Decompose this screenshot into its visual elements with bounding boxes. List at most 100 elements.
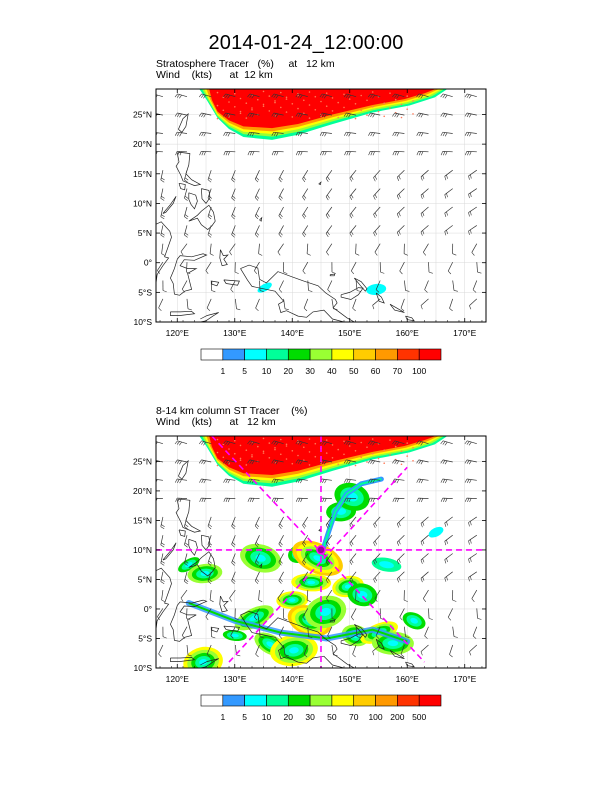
wind-barb-flag xyxy=(375,635,380,639)
wind-barb-flag xyxy=(442,113,446,118)
wind-barb-flag xyxy=(231,525,235,530)
wind-barb xyxy=(258,590,260,601)
wind-barb-flag xyxy=(372,441,376,446)
wind-barb-flag xyxy=(184,544,188,548)
wind-barb-flag xyxy=(403,253,408,256)
tracer-speckle xyxy=(371,91,374,93)
wind-barb-flag xyxy=(234,271,239,274)
wind-barb-flag xyxy=(416,497,419,502)
colorbar-swatch xyxy=(244,348,267,361)
wind-barb-flag xyxy=(324,498,327,503)
wind-barb-flag xyxy=(472,289,477,293)
tracer-speckle xyxy=(371,106,374,108)
tracer-speckle xyxy=(262,437,265,440)
wind-barb-flag xyxy=(396,441,400,446)
wind-barb-flag xyxy=(252,151,255,156)
wind-barb-flag xyxy=(225,460,228,464)
wind-barb-flag xyxy=(303,559,307,564)
tracer-speckle xyxy=(216,91,219,94)
wind-barb xyxy=(467,93,477,98)
y-tick-label: 15°N xyxy=(133,515,152,525)
colorbar-swatch xyxy=(353,348,376,361)
wind-barb xyxy=(254,516,260,527)
tracer-blob xyxy=(428,526,444,538)
y-tick-label: 5°S xyxy=(138,633,152,643)
wind-barb-flag xyxy=(208,542,212,546)
tracer-speckle xyxy=(291,103,294,105)
tracer-speckle xyxy=(245,449,248,452)
wind-barb-flag xyxy=(174,440,178,445)
wind-barb-flag xyxy=(468,460,472,465)
wind-barb-flag xyxy=(370,94,373,98)
wind-barb xyxy=(230,280,236,290)
wind-barb-flag xyxy=(440,459,444,464)
tracer-blobs-2 xyxy=(178,476,444,668)
wind-barb-flag xyxy=(373,177,376,182)
colorbar-swatch xyxy=(418,694,442,707)
wind-barb-flag xyxy=(207,580,212,585)
wind-barb xyxy=(394,497,405,499)
wind-barb-flag xyxy=(255,177,260,181)
wind-barb xyxy=(420,571,429,579)
tracer-speckle xyxy=(239,457,242,460)
wind-barb-flag xyxy=(184,579,189,582)
wind-barb-flag xyxy=(398,175,401,180)
wind-barb-flag xyxy=(211,290,216,293)
wind-barb-flag xyxy=(372,94,376,99)
wind-barb-flag xyxy=(327,635,331,639)
wind-barb-flag xyxy=(418,151,421,156)
colorbar-label: 20 xyxy=(284,366,294,376)
wind-barb xyxy=(302,535,309,544)
wind-barb-flag xyxy=(306,599,311,602)
wind-barb-flag xyxy=(470,174,472,179)
wind-barb-flag xyxy=(370,498,373,503)
wind-barb xyxy=(325,516,333,526)
tracer-blob xyxy=(387,640,399,647)
wind-barb xyxy=(472,280,478,290)
wind-barb-flag xyxy=(299,113,303,118)
wind-barb xyxy=(177,131,188,134)
wind-barb xyxy=(201,112,212,116)
wind-barb xyxy=(466,131,477,134)
wind-barb-flag xyxy=(303,213,307,217)
wind-barb xyxy=(375,626,381,636)
wind-barb-flag xyxy=(209,253,214,256)
wind-barb-flag xyxy=(446,521,448,526)
wind-barb xyxy=(418,440,429,445)
wind-barb-flag xyxy=(394,113,397,118)
wind-barb-flag xyxy=(230,289,234,293)
wind-barb-flag xyxy=(232,523,236,528)
wind-barb-flag xyxy=(199,497,202,502)
wind-barb xyxy=(471,243,478,253)
wind-barb-flag xyxy=(232,560,236,564)
wind-barb-flag xyxy=(177,460,180,464)
wind-barb xyxy=(177,497,188,499)
wind-barb-flag xyxy=(372,113,375,118)
wind-barb-flag xyxy=(255,653,259,658)
wind-barb xyxy=(444,188,453,195)
wind-barb-flag xyxy=(322,132,325,137)
wind-barb xyxy=(428,262,430,273)
colorbar-swatch xyxy=(331,694,355,707)
wind-barb-flag xyxy=(464,112,468,117)
wind-barb-flag xyxy=(153,95,155,98)
wind-barb-flag xyxy=(321,441,325,445)
wind-barb-flag xyxy=(231,544,235,548)
wind-barb xyxy=(428,608,430,619)
wind-barb-flag xyxy=(343,440,347,445)
panel1-title-line2: Wind (kts) at 12 km xyxy=(156,69,273,81)
wind-barb-flag xyxy=(247,440,251,445)
wind-barb xyxy=(184,206,188,217)
tracer-speckle xyxy=(239,112,242,115)
wind-barb-flag xyxy=(208,578,212,582)
colorbar-swatch xyxy=(266,348,289,361)
wind-barb-flag xyxy=(259,636,264,639)
wind-barb-flag xyxy=(346,113,349,118)
wind-barb xyxy=(186,644,189,655)
coastline xyxy=(170,599,208,642)
wind-barb-flag xyxy=(327,231,330,236)
wind-barb-flag xyxy=(223,132,226,136)
tracer-blob xyxy=(199,659,208,666)
tracer-speckle xyxy=(314,442,317,445)
tracer-speckle xyxy=(360,456,363,459)
